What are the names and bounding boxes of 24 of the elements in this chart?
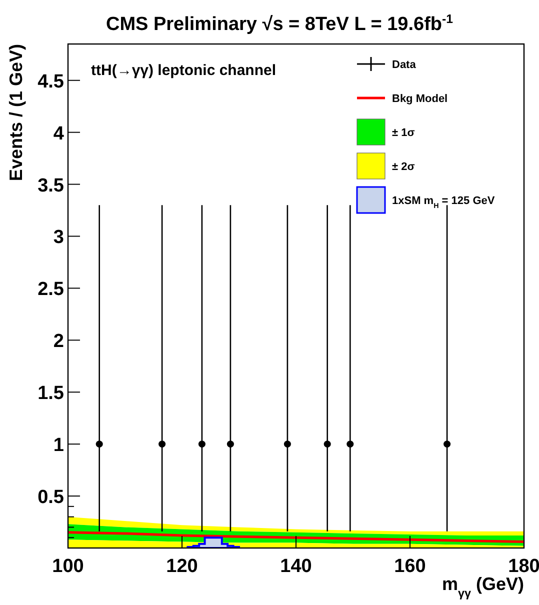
chart-title: CMS Preliminary √s = 8TeV L = 19.6fb$^{-1}$: [106, 12, 454, 35]
y-tick-label: 1: [53, 435, 64, 456]
y-tick-label: 3: [53, 227, 64, 248]
y-tick-label: 4: [53, 123, 64, 144]
legend-label: 1xSM m$_{H}$ = 125 GeV: [392, 195, 496, 210]
x-axis-title: m$_{γγ}$ (GeV): [442, 574, 524, 600]
y-tick-label: 4.5: [38, 71, 64, 92]
legend-label: ± 2σ: [392, 161, 416, 173]
line-series: [68, 531, 524, 544]
x-tick-label: 140: [280, 556, 312, 577]
y-tick-label: 2.5: [38, 279, 64, 300]
legend-label: ± 1σ: [392, 127, 416, 139]
x-tick-label: 160: [394, 556, 426, 577]
x-tick-label: 120: [166, 556, 198, 577]
y-tick-label: 0.5: [38, 487, 64, 508]
legend-label: Data: [392, 59, 417, 71]
y-tick-label: 2: [53, 331, 64, 352]
y-tick-label: 1.5: [38, 383, 64, 404]
annotation: ttH(→γγ) leptonic channel: [91, 62, 276, 79]
x-tick-label: 180: [508, 556, 539, 577]
y-axis-title: Events / (1 GeV): [6, 44, 26, 182]
y-tick-label: 3.5: [38, 175, 64, 196]
legend-label: Bkg Model: [392, 93, 448, 105]
x-tick-label: 100: [52, 556, 84, 577]
